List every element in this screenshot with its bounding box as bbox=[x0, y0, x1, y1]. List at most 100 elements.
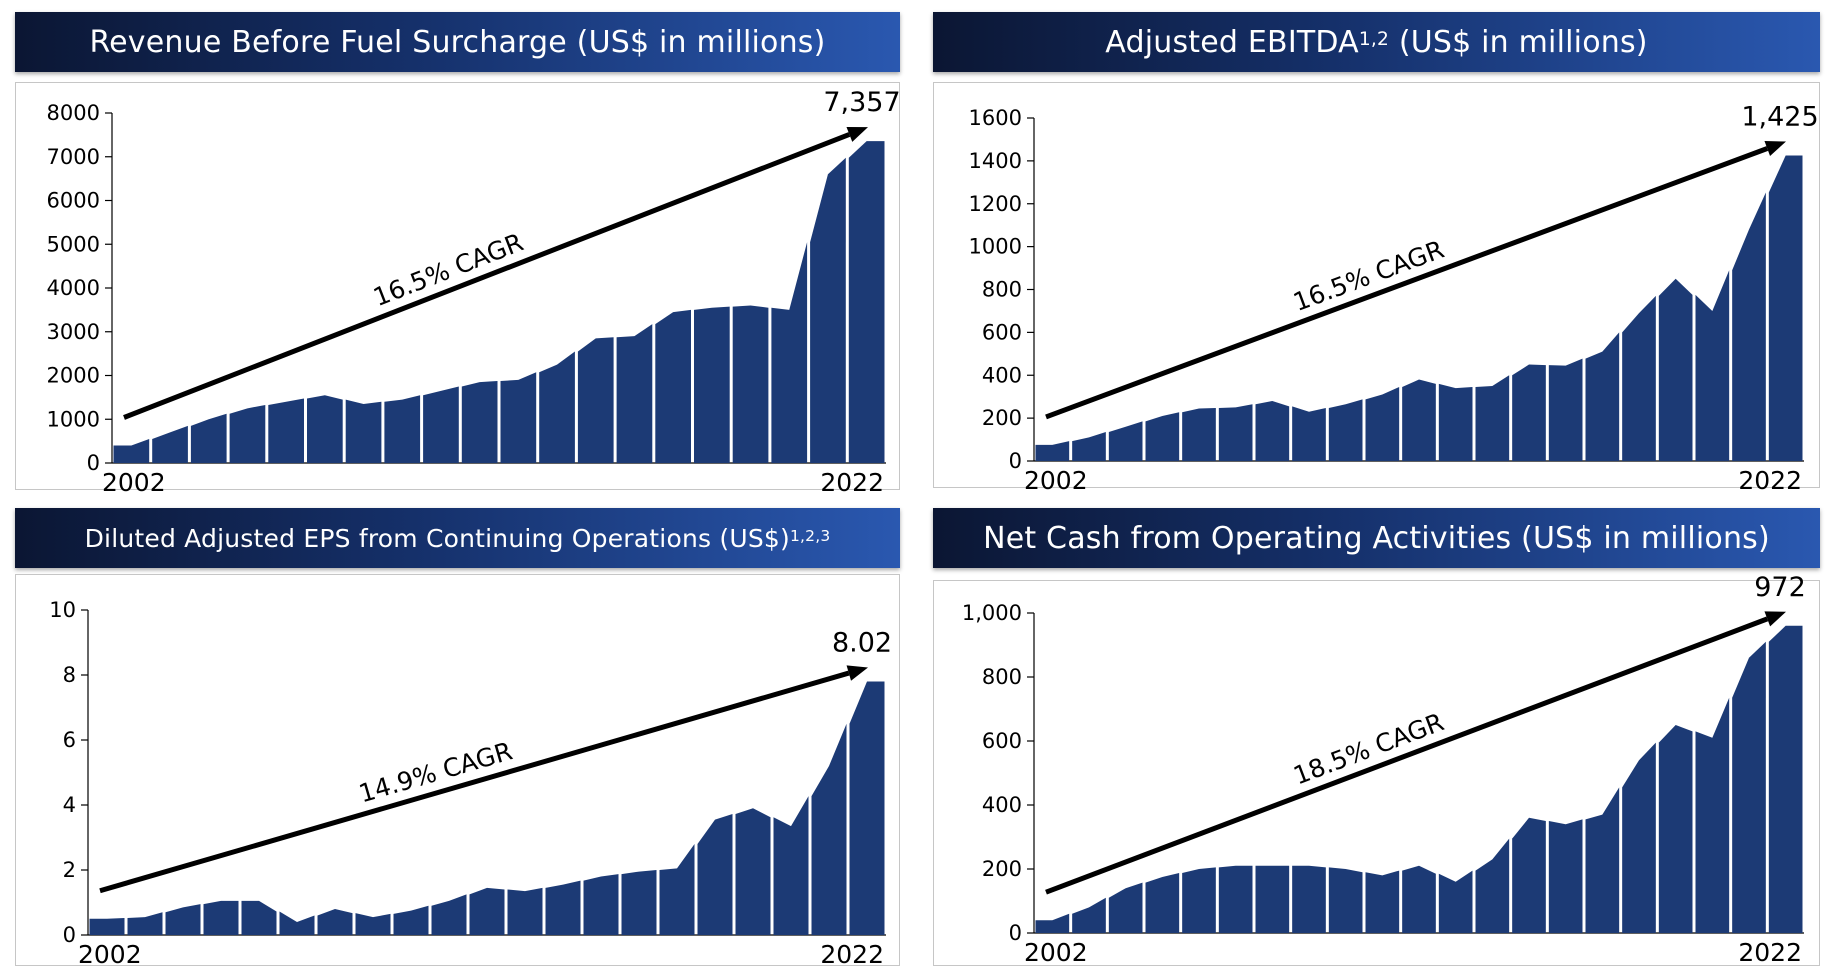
ebitda-chart-panel: 0 200 400 600 800 1000 1200 1400 1600 2002 2022 16.… bbox=[933, 82, 1820, 495]
ebitda-cagr-arrowhead bbox=[1764, 140, 1786, 156]
revenue-area-segment bbox=[384, 395, 421, 463]
netcash-area-segment bbox=[1035, 913, 1070, 933]
ebitda-area-segment bbox=[1035, 441, 1070, 461]
ebitda-chart-title-suffix: (US$ in millions) bbox=[1389, 24, 1648, 60]
revenue-y-tick-label: 6000 bbox=[47, 189, 100, 213]
revenue-chart: 0 1000 2000 3000 4000 5000 6000 7000 8000 2002 202… bbox=[47, 87, 901, 497]
ebitda-area-segment bbox=[1585, 332, 1620, 461]
eps-area-segment bbox=[469, 887, 505, 935]
netcash-area-segment bbox=[1255, 865, 1290, 933]
ebitda-area-segment bbox=[1182, 407, 1216, 461]
ebitda-y-tick-label: 200 bbox=[982, 406, 1022, 430]
ebitda-area-segment bbox=[1402, 379, 1436, 461]
ebitda-y-tick-label: 600 bbox=[982, 320, 1022, 344]
ebitda-area-segment bbox=[1292, 406, 1326, 461]
ebitda-area-segment bbox=[1622, 295, 1656, 461]
ebitda-y-tick-label: 0 bbox=[1009, 449, 1022, 473]
ebitda-y-tick-label: 1600 bbox=[969, 106, 1022, 130]
eps-area-segment bbox=[735, 808, 771, 935]
eps-chart-title-banner: Diluted Adjusted EPS from Continuing Ope… bbox=[15, 508, 900, 568]
netcash-area-segment bbox=[1365, 870, 1400, 933]
revenue-area-segment bbox=[616, 324, 653, 463]
ebitda-y-tick-label: 1000 bbox=[969, 235, 1022, 259]
ebitda-area-segment bbox=[1695, 270, 1730, 461]
eps-area-segment bbox=[203, 900, 239, 935]
netcash-area-segment bbox=[1402, 865, 1436, 933]
eps-area-segment bbox=[165, 904, 201, 935]
ebitda-area-segment bbox=[1328, 399, 1363, 461]
eps-area-segment bbox=[849, 681, 885, 935]
netcash-y-tick-label: 600 bbox=[982, 729, 1022, 753]
revenue-cagr-arrow bbox=[123, 132, 851, 420]
revenue-area-segment bbox=[113, 438, 150, 463]
revenue-y-tick-label: 8000 bbox=[47, 101, 100, 125]
eps-cagr-arrow bbox=[99, 670, 850, 894]
revenue-cagr-arrowhead bbox=[846, 126, 868, 142]
netcash-area-segment bbox=[1548, 819, 1583, 933]
revenue-y-tick-label: 2000 bbox=[47, 364, 100, 388]
revenue-end-year-label: 2022 bbox=[820, 468, 884, 497]
eps-y-tick-label: 10 bbox=[49, 598, 76, 622]
netcash-area-segment bbox=[1108, 882, 1143, 933]
netcash-y-tick-label: 0 bbox=[1009, 921, 1022, 945]
eps-area-segment bbox=[583, 874, 619, 935]
revenue-end-value-label: 7,357 bbox=[823, 87, 900, 118]
eps-cagr-arrowhead bbox=[846, 665, 868, 681]
netcash-area-segment bbox=[1585, 787, 1620, 933]
netcash-area-segment bbox=[1622, 742, 1656, 933]
eps-chart-panel: 0 2 4 6 8 10 2002 2022 14.9% CAGR 8.02 bbox=[15, 574, 900, 969]
ebitda-area-segment bbox=[1072, 432, 1106, 461]
revenue-y-tick-label: 1000 bbox=[47, 407, 100, 431]
netcash-area-segment bbox=[1475, 838, 1510, 933]
ebitda-area-segment bbox=[1108, 421, 1143, 461]
revenue-area-segment bbox=[307, 395, 343, 463]
revenue-start-year-label: 2002 bbox=[102, 468, 166, 497]
eps-area-segment bbox=[89, 917, 125, 935]
netcash-area-segment bbox=[1658, 725, 1693, 933]
revenue-area-segment bbox=[500, 372, 537, 463]
eps-area-segment bbox=[393, 905, 429, 935]
revenue-area-segment bbox=[771, 242, 808, 463]
ebitda-area-segment bbox=[1548, 358, 1583, 461]
revenue-y-tick-label: 5000 bbox=[47, 232, 100, 256]
ebitda-area-segment bbox=[1218, 404, 1253, 461]
netcash-chart-title: Net Cash from Operating Activities (US$ … bbox=[983, 520, 1770, 556]
eps-area-segment bbox=[811, 723, 847, 935]
netcash-area-segment bbox=[1438, 870, 1473, 933]
eps-end-year-label: 2022 bbox=[820, 940, 884, 969]
ebitda-chart-title-footnote: 1,2 bbox=[1358, 29, 1390, 50]
netcash-cagr-arrowhead bbox=[1764, 611, 1786, 627]
revenue-area-segment bbox=[268, 398, 304, 463]
revenue-area-segment bbox=[732, 305, 769, 463]
eps-end-value-label: 8.02 bbox=[832, 628, 892, 659]
eps-area-segment bbox=[317, 909, 353, 935]
revenue-area-segment bbox=[694, 306, 730, 463]
ebitda-area-segment bbox=[1768, 155, 1803, 461]
netcash-area-segment bbox=[1182, 867, 1216, 933]
eps-area-segment bbox=[279, 911, 315, 935]
revenue-y-tick-label: 7000 bbox=[47, 145, 100, 169]
ebitda-area-segment bbox=[1438, 383, 1473, 461]
ebitda-area-segment bbox=[1658, 278, 1693, 461]
netcash-area-segment bbox=[1768, 625, 1803, 933]
eps-y-tick-label: 0 bbox=[63, 923, 76, 947]
ebitda-cagr-arrow bbox=[1045, 146, 1769, 420]
ebitda-area-segment bbox=[1475, 375, 1510, 461]
ebitda-area-segment bbox=[1145, 412, 1180, 461]
netcash-area-segment bbox=[1218, 865, 1253, 933]
revenue-chart-panel: 0 1000 2000 3000 4000 5000 6000 7000 8000 2002 202… bbox=[15, 82, 901, 497]
revenue-area-segment bbox=[848, 141, 885, 463]
ebitda-area-segment bbox=[1255, 400, 1290, 461]
revenue-area-segment bbox=[423, 386, 459, 463]
revenue-chart-title: Revenue Before Fuel Surcharge (US$ in mi… bbox=[89, 24, 826, 60]
revenue-area-segment bbox=[577, 337, 614, 463]
ebitda-chart-title-banner: Adjusted EBITDA1,2 (US$ in millions) bbox=[933, 12, 1820, 72]
eps-chart-title: Diluted Adjusted EPS from Continuing Ope… bbox=[84, 523, 790, 553]
netcash-area-segment bbox=[1512, 817, 1546, 933]
netcash-area-segment bbox=[1072, 897, 1106, 933]
revenue-y-tick-label: 4000 bbox=[47, 276, 100, 300]
netcash-area-segment bbox=[1328, 867, 1363, 933]
ebitda-y-tick-label: 400 bbox=[982, 363, 1022, 387]
